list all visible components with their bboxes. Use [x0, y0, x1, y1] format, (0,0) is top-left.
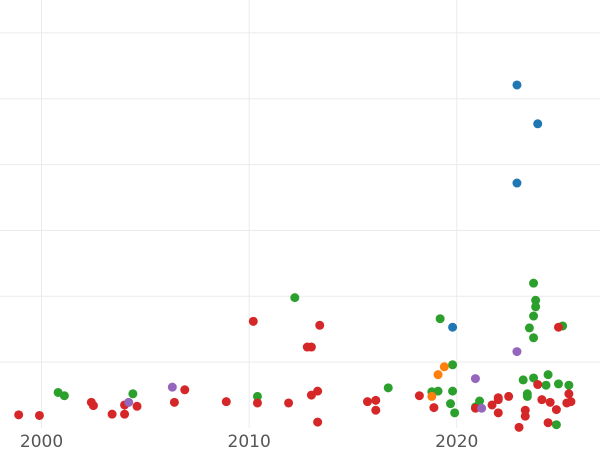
data-point-s1-12 [252, 391, 262, 401]
data-point-s2-38 [551, 405, 561, 415]
data-point-s2-25 [470, 403, 480, 413]
data-point-s1-8 [529, 333, 539, 343]
data-point-s3-2 [427, 391, 437, 401]
data-point-s2-22 [371, 405, 381, 415]
data-point-s1-3 [531, 295, 541, 305]
data-point-s1-28 [564, 380, 574, 390]
data-point-s2-9 [180, 385, 190, 395]
data-point-s2-19 [313, 417, 323, 427]
data-point-s1-26 [543, 370, 553, 380]
data-point-s2-14 [315, 320, 325, 330]
points-layer [14, 80, 576, 432]
data-point-s1-11 [128, 389, 138, 399]
data-point-s1-15 [433, 386, 443, 396]
data-point-s2-33 [520, 405, 530, 415]
data-point-s1-19 [450, 408, 460, 418]
data-point-s2-10 [221, 397, 231, 407]
data-point-s2-18 [313, 386, 323, 396]
data-point-s2-0 [14, 410, 24, 420]
data-point-s4-4 [512, 347, 522, 357]
data-point-s4-0 [124, 397, 134, 407]
data-point-s2-20 [362, 397, 372, 407]
data-point-s1-18 [446, 399, 456, 409]
data-point-s2-28 [493, 395, 503, 405]
data-point-s0-1 [533, 119, 543, 129]
data-point-s2-8 [169, 397, 179, 407]
data-point-s2-34 [533, 380, 543, 390]
data-point-s2-36 [545, 397, 555, 407]
data-point-s2-40 [564, 389, 574, 399]
data-point-s2-13 [284, 398, 294, 408]
data-point-s2-12 [252, 398, 262, 408]
data-point-s4-1 [167, 382, 177, 392]
data-point-s2-23 [414, 391, 424, 401]
data-point-s1-24 [529, 373, 539, 383]
data-point-s1-1 [435, 314, 445, 324]
data-point-s1-6 [524, 323, 534, 333]
data-point-s3-0 [439, 362, 449, 372]
data-point-s1-25 [541, 380, 551, 390]
data-point-s1-4 [531, 302, 541, 312]
data-point-s1-10 [59, 391, 69, 401]
data-point-s2-24 [429, 403, 439, 413]
data-point-s2-37 [543, 418, 553, 428]
data-point-s1-27 [553, 379, 563, 389]
data-point-s1-21 [518, 375, 528, 385]
data-point-s2-31 [514, 422, 524, 432]
data-point-s1-0 [290, 293, 300, 303]
data-point-s0-3 [448, 322, 458, 332]
data-point-s2-39 [553, 322, 563, 332]
data-point-s2-16 [306, 342, 316, 352]
x-tick-label-2010: 2010 [228, 432, 271, 450]
data-point-s0-0 [512, 80, 522, 90]
data-point-s1-13 [383, 383, 393, 393]
data-point-s1-2 [529, 278, 539, 288]
data-point-s1-16 [448, 386, 458, 396]
data-point-s4-3 [477, 403, 487, 413]
data-point-s2-35 [537, 395, 547, 405]
data-point-s2-7 [132, 401, 142, 411]
data-point-s2-1 [34, 410, 44, 420]
data-point-s1-23 [522, 391, 532, 401]
data-point-s4-2 [470, 374, 480, 384]
data-point-s2-11 [248, 316, 258, 326]
data-point-s1-17 [448, 360, 458, 370]
data-point-s2-42 [566, 397, 576, 407]
data-point-s3-1 [433, 370, 443, 380]
x-tick-label-2000: 2000 [20, 432, 63, 450]
data-point-s2-3 [88, 401, 98, 411]
data-point-s2-26 [487, 400, 497, 410]
data-point-s1-5 [529, 311, 539, 321]
data-point-s2-29 [493, 408, 503, 418]
data-point-s2-5 [120, 409, 130, 419]
x-tick-label-2020: 2020 [435, 432, 478, 450]
grid-layer [0, 0, 600, 428]
data-point-s2-4 [107, 409, 117, 419]
data-point-s2-21 [371, 395, 381, 405]
data-point-s1-29 [551, 420, 561, 430]
x-tick-labels: 2000 2010 2020 [20, 432, 478, 450]
data-point-s2-30 [504, 391, 514, 401]
data-point-s0-2 [512, 178, 522, 188]
